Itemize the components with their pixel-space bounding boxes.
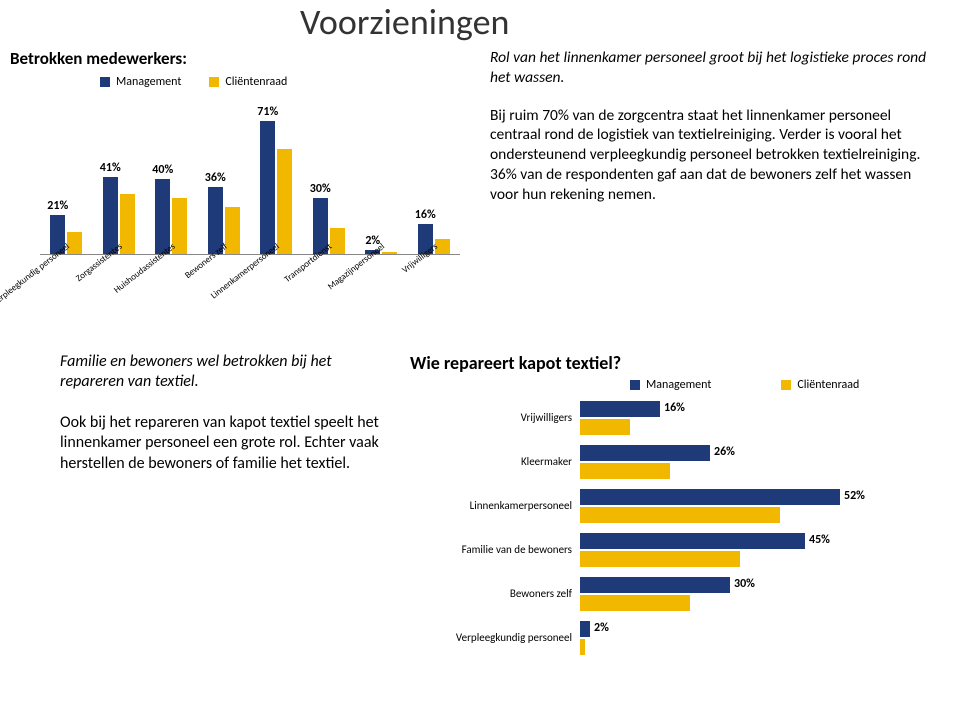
hbar-row: Vrijwilligers16% bbox=[410, 396, 930, 440]
paragraph-body-1: Bij ruim 70% van de zorgcentra staat het… bbox=[490, 106, 930, 165]
hbar bbox=[580, 463, 670, 479]
paragraph-body-2: 36% van de respondenten gaf aan dat de b… bbox=[490, 165, 930, 205]
paragraph-intro: Rol van het linnenkamer personeel groot … bbox=[490, 48, 930, 88]
paragraph-repair-body: Ook bij het repareren van kapot textiel … bbox=[60, 413, 390, 474]
bar-value-label: 41% bbox=[100, 161, 121, 175]
hbar bbox=[580, 595, 690, 611]
page-title: Voorzieningen bbox=[300, 0, 509, 44]
hbar-category-label: Linnenkamerpersoneel bbox=[410, 500, 580, 512]
category-label: Linnenkamerpersoneel bbox=[259, 235, 293, 295]
hbar-group: 45% bbox=[580, 528, 930, 572]
legend-item: Cliëntenraad bbox=[781, 378, 859, 392]
hbar-group: 52% bbox=[580, 484, 930, 528]
bar-group: 41% bbox=[102, 105, 136, 254]
hbar-group: 2% bbox=[580, 616, 930, 660]
legend-swatch bbox=[781, 380, 791, 390]
category-label: Huishoudassistentes bbox=[154, 235, 188, 295]
hbar-group: 16% bbox=[580, 396, 930, 440]
paragraph-repair-intro: Familie en bewoners wel betrokken bij he… bbox=[60, 352, 390, 393]
hbar-group: 30% bbox=[580, 572, 930, 616]
hbar-category-label: Kleermaker bbox=[410, 456, 580, 468]
bar-group: 30% bbox=[312, 105, 346, 254]
bar-group: 40% bbox=[154, 105, 188, 254]
hbar: 16% bbox=[580, 401, 660, 417]
hbar: 45% bbox=[580, 533, 805, 549]
legend-label: Management bbox=[646, 378, 711, 392]
chart-betrokken-medewerkers: Betrokken medewerkers: ManagementCliënte… bbox=[0, 48, 480, 255]
bar-value-label: 71% bbox=[257, 105, 278, 119]
legend-item: Management bbox=[630, 378, 711, 392]
bar-group: 2% bbox=[364, 105, 398, 254]
hbar: 2% bbox=[580, 621, 590, 637]
bar-value-label: 40% bbox=[152, 163, 173, 177]
chart1-plot: 21%41%40%36%71%30%2%16% Verpleegkundig p… bbox=[10, 85, 470, 255]
legend-label: Cliëntenraad bbox=[797, 378, 859, 392]
bar-value-label: 36% bbox=[205, 171, 226, 185]
chart2-title: Wie repareert kapot textiel? bbox=[410, 352, 950, 374]
hbar bbox=[580, 639, 585, 655]
chart1-heading: Betrokken medewerkers: bbox=[10, 48, 480, 69]
bottom-left-text: Familie en bewoners wel betrokken bij he… bbox=[0, 352, 410, 660]
top-row: Betrokken medewerkers: ManagementCliënte… bbox=[0, 48, 960, 255]
hbar-value-label: 45% bbox=[809, 533, 830, 547]
hbar-value-label: 26% bbox=[714, 445, 735, 459]
legend-swatch bbox=[630, 380, 640, 390]
hbar bbox=[580, 507, 780, 523]
bar-group: 71% bbox=[259, 105, 293, 254]
bar-group: 16% bbox=[417, 105, 451, 254]
top-right-text: Rol van het linnenkamer personeel groot … bbox=[480, 48, 940, 255]
chart-repareert-textiel: Wie repareert kapot textiel? Management C… bbox=[410, 352, 950, 660]
hbar: 52% bbox=[580, 489, 840, 505]
hbar: 30% bbox=[580, 577, 730, 593]
hbar-value-label: 2% bbox=[594, 621, 609, 635]
hbar-row: Bewoners zelf30% bbox=[410, 572, 930, 616]
bottom-row: Familie en bewoners wel betrokken bij he… bbox=[0, 352, 960, 660]
hbar-category-label: Bewoners zelf bbox=[410, 588, 580, 600]
hbar-row: Verpleegkundig personeel2% bbox=[410, 616, 930, 660]
hbar bbox=[580, 419, 630, 435]
category-label: Magazijnpersoneel bbox=[364, 235, 398, 295]
category-label: Verpleegkundig personeel bbox=[49, 235, 83, 295]
bar-group: 21% bbox=[49, 105, 83, 254]
hbar bbox=[580, 551, 740, 567]
hbar-category-label: Verpleegkundig personeel bbox=[410, 632, 580, 644]
hbar-category-label: Vrijwilligers bbox=[410, 412, 580, 424]
bar-value-label: 16% bbox=[415, 208, 436, 222]
hbar: 26% bbox=[580, 445, 710, 461]
chart2-rows: Vrijwilligers16%Kleermaker26%Linnenkamer… bbox=[410, 396, 930, 660]
chart2-legend: Management Cliëntenraad bbox=[630, 378, 950, 392]
bar-group: 36% bbox=[207, 105, 241, 254]
hbar-value-label: 16% bbox=[664, 401, 685, 415]
bar-value-label: 30% bbox=[310, 182, 331, 196]
hbar-value-label: 52% bbox=[844, 489, 865, 503]
hbar-group: 26% bbox=[580, 440, 930, 484]
hbar-category-label: Familie van de bewoners bbox=[410, 544, 580, 556]
hbar-row: Linnenkamerpersoneel52% bbox=[410, 484, 930, 528]
hbar-row: Kleermaker26% bbox=[410, 440, 930, 484]
hbar-value-label: 30% bbox=[734, 577, 755, 591]
category-label: Vrijwilligers bbox=[417, 235, 451, 295]
hbar-row: Familie van de bewoners45% bbox=[410, 528, 930, 572]
bar-value-label: 21% bbox=[47, 199, 68, 213]
